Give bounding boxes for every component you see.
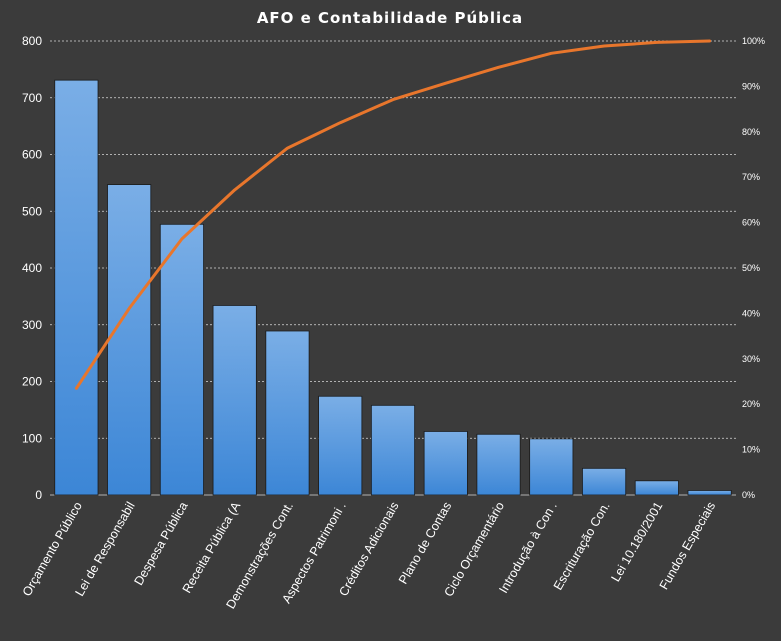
y-tick-label: 200 xyxy=(22,375,42,389)
primary-y-axis: 0 100 200 300 400 500 600 700 800 xyxy=(22,34,42,502)
y2-tick-label: 50% xyxy=(742,263,760,273)
x-tick-label: Orçamento Público xyxy=(20,499,85,598)
bar xyxy=(159,223,204,496)
secondary-y-axis: 0% 10% 20% 30% 40% 50% 60% 70% 80% 90% 100% xyxy=(742,36,765,500)
y-tick-label: 300 xyxy=(22,318,42,332)
bar xyxy=(318,395,363,496)
bars xyxy=(54,79,732,496)
x-tick-label: Lei 10.180/2001 xyxy=(608,499,665,584)
y2-tick-label: 60% xyxy=(742,218,760,228)
x-tick-label: Fundos Especiais xyxy=(657,500,718,592)
y2-tick-label: 10% xyxy=(742,445,760,455)
chart-title: AFO e Contabilidade Pública xyxy=(257,9,523,27)
y-tick-label: 0 xyxy=(35,488,42,502)
x-tick-label: Receita Pública (A xyxy=(180,499,244,596)
y2-tick-label: 40% xyxy=(742,308,760,318)
y-tick-label: 600 xyxy=(22,148,42,162)
y2-tick-label: 80% xyxy=(742,127,760,137)
cumulative-line xyxy=(74,39,712,390)
bar xyxy=(529,438,574,496)
bar xyxy=(107,184,152,496)
x-tick-label: Créditos Adicionais xyxy=(336,500,401,599)
y2-tick-label: 20% xyxy=(742,399,760,409)
x-tick-label: Escrituração Con. xyxy=(551,500,613,593)
bar xyxy=(54,79,99,496)
y2-tick-label: 100% xyxy=(742,36,765,46)
bar xyxy=(634,480,679,496)
y-tick-label: 700 xyxy=(22,91,42,105)
y2-tick-label: 30% xyxy=(742,354,760,364)
x-tick-label: Plano de Contas xyxy=(396,500,454,587)
x-tick-label: Lei de Responsabil xyxy=(72,500,137,599)
bar xyxy=(212,305,257,496)
y2-tick-label: 0% xyxy=(742,490,755,500)
x-tick-label: Introdução à Con . xyxy=(496,500,560,596)
y2-tick-label: 70% xyxy=(742,172,760,182)
y2-tick-label: 90% xyxy=(742,81,760,91)
y-tick-label: 800 xyxy=(22,34,42,48)
bar xyxy=(476,433,521,496)
bar xyxy=(265,330,310,496)
bar xyxy=(582,467,627,496)
bar xyxy=(370,404,416,496)
y-tick-label: 100 xyxy=(22,431,42,445)
x-tick-label: Ciclo Orçamentário xyxy=(442,499,508,599)
y-tick-label: 400 xyxy=(22,261,42,275)
bar xyxy=(423,431,468,496)
bar xyxy=(687,490,732,496)
x-tick-label: Despesa Pública xyxy=(131,499,190,587)
y-tick-label: 500 xyxy=(22,204,42,218)
